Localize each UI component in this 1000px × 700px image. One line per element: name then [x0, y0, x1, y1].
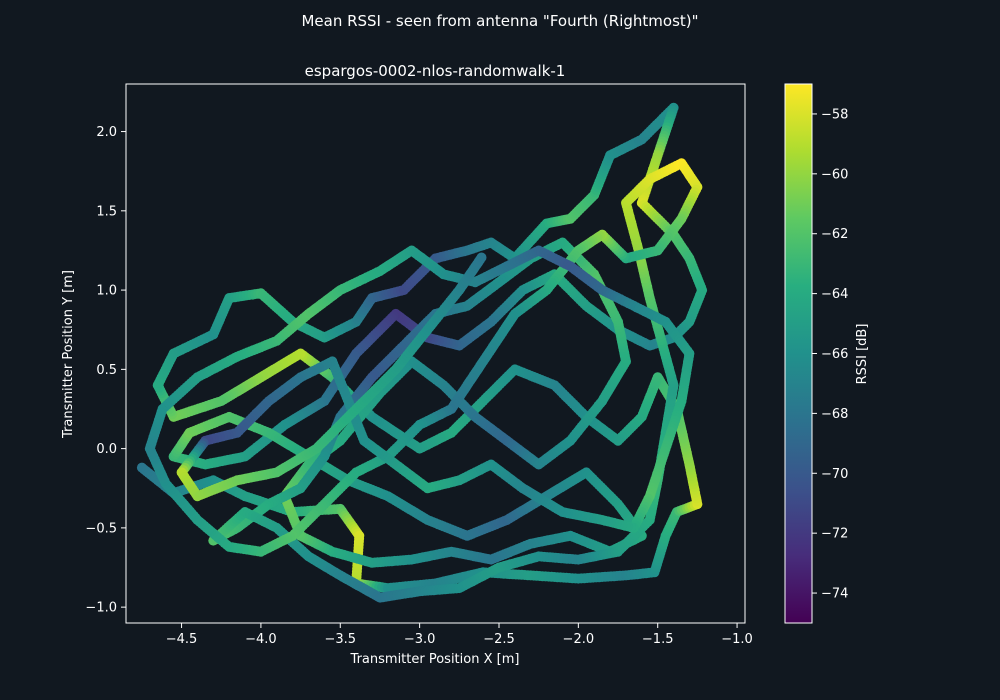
- colorbar-tick-label: −62: [821, 227, 848, 242]
- x-axis-ticks: −4.5 −4.0 −3.5 −3.0 −2.5 −2.0 −1.5 −1.0: [166, 623, 753, 647]
- x-tick-label: −4.5: [166, 632, 198, 647]
- colorbar: [784, 83, 813, 624]
- colorbar-tick-label: −60: [821, 167, 848, 182]
- colorbar-ticks: −58 −60 −62 −64 −66 −68 −70 −72 −74: [812, 107, 848, 602]
- x-axis-label: Transmitter Position X [m]: [350, 652, 520, 667]
- y-tick-label: 2.0: [96, 125, 117, 140]
- y-tick-label: 1.5: [96, 204, 117, 219]
- x-tick-label: −3.5: [324, 632, 356, 647]
- colorbar-tick-label: −68: [821, 407, 848, 422]
- scatter-points: [136, 102, 708, 603]
- colorbar-label: RSSI [dB]: [855, 324, 870, 385]
- plot-frame: [125, 83, 746, 624]
- x-tick-label: −2.5: [483, 632, 515, 647]
- figure-suptitle: Mean RSSI - seen from antenna "Fourth (R…: [301, 12, 698, 30]
- rssi-point: [476, 252, 487, 263]
- axes-title: espargos-0002-nlos-randomwalk-1: [305, 62, 566, 80]
- colorbar-tick-label: −74: [821, 587, 848, 602]
- colorbar-tick-label: −66: [821, 347, 848, 362]
- colorbar-tick-label: −58: [821, 107, 848, 122]
- x-tick-label: −4.0: [245, 632, 277, 647]
- y-tick-label: −1.0: [85, 601, 117, 616]
- y-tick-label: −0.5: [85, 521, 117, 536]
- y-axis-ticks: −1.0 −0.5 0.0 0.5 1.0 1.5 2.0: [85, 125, 126, 616]
- colorbar-tick-label: −70: [821, 467, 848, 482]
- x-tick-label: −2.0: [563, 632, 595, 647]
- y-tick-label: 0.5: [96, 363, 117, 378]
- x-tick-label: −3.0: [404, 632, 436, 647]
- y-tick-label: 0.0: [96, 442, 117, 457]
- colorbar-tick-label: −64: [821, 287, 848, 302]
- y-axis-label: Transmitter Position Y [m]: [61, 270, 76, 439]
- x-tick-label: −1.0: [721, 632, 753, 647]
- y-tick-label: 1.0: [96, 284, 117, 299]
- colorbar-tick-label: −72: [821, 527, 848, 542]
- x-tick-label: −1.5: [642, 632, 674, 647]
